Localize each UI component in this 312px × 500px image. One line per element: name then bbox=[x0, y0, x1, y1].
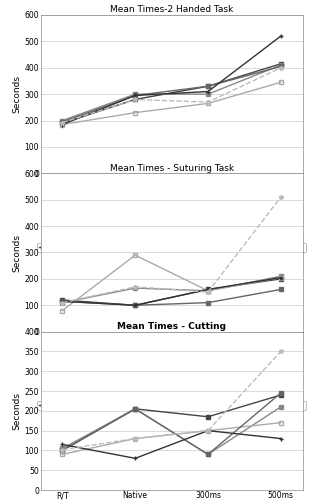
Legend: Surgeon A, Surgeon B, Surgeon C, Surgeon D, Surgeon E, Mean- Mean Task Scores: Surgeon A, Surgeon B, Surgeon C, Surgeon… bbox=[37, 401, 306, 410]
Title: Mean Times - Cutting: Mean Times - Cutting bbox=[117, 322, 226, 331]
X-axis label: Latency: Latency bbox=[154, 185, 189, 194]
Y-axis label: Seconds: Seconds bbox=[13, 234, 22, 272]
Title: Mean Times-2 Handed Task: Mean Times-2 Handed Task bbox=[110, 5, 233, 14]
Legend: Surgeon A, Surgeon B, Surgeon C, Surgeon D, Surgeon E, Mean- Mean Task Scores: Surgeon A, Surgeon B, Surgeon C, Surgeon… bbox=[37, 242, 306, 252]
Y-axis label: Seconds: Seconds bbox=[13, 392, 22, 430]
Y-axis label: Seconds: Seconds bbox=[13, 75, 22, 113]
Title: Mean Times - Suturing Task: Mean Times - Suturing Task bbox=[110, 164, 234, 172]
X-axis label: Latency: Latency bbox=[154, 344, 189, 352]
